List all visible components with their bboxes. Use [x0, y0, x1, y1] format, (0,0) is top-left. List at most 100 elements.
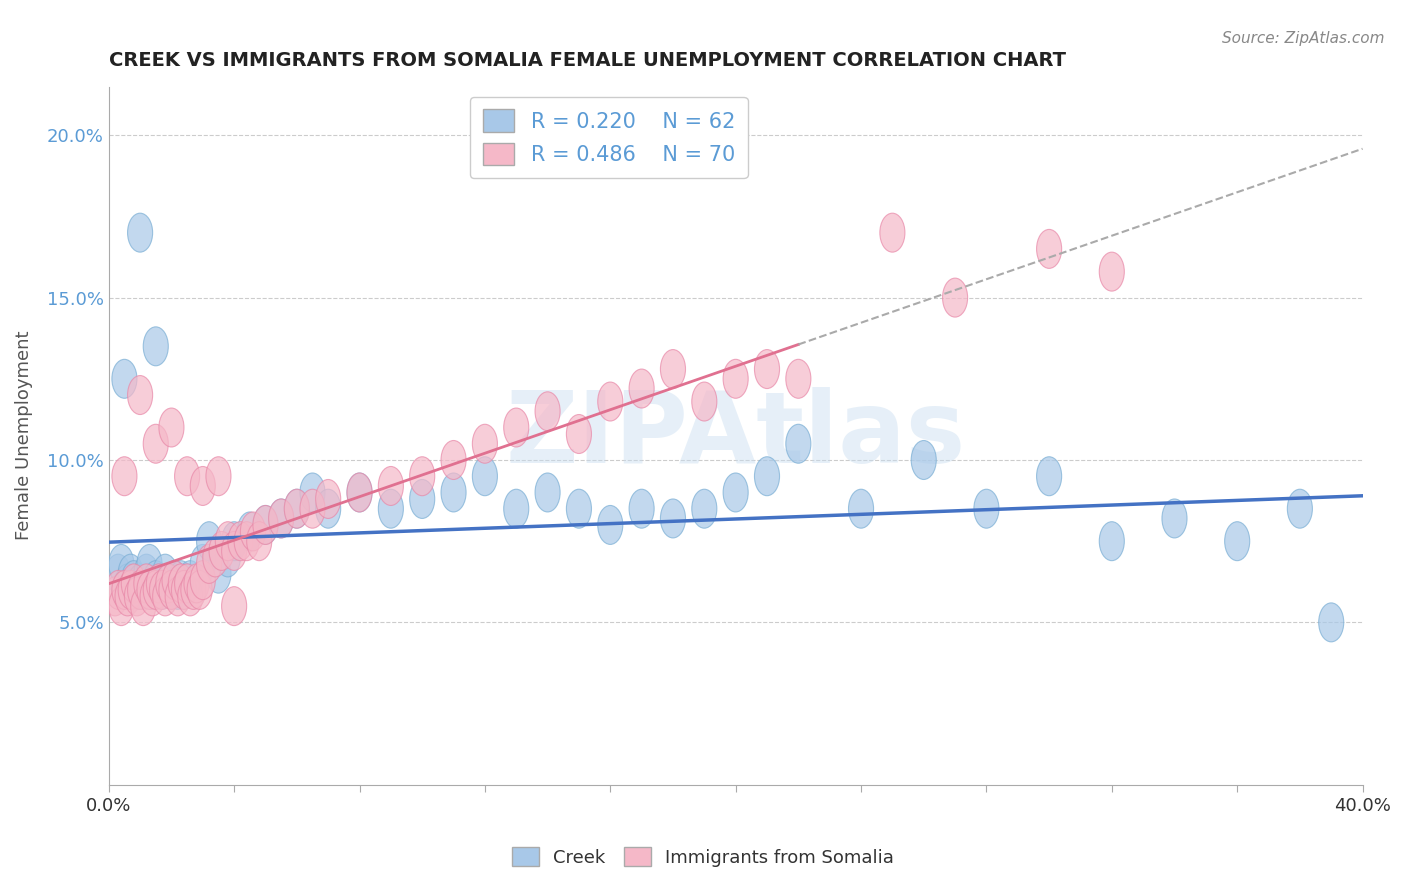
Ellipse shape: [253, 506, 278, 544]
Ellipse shape: [108, 544, 134, 583]
Ellipse shape: [942, 278, 967, 317]
Ellipse shape: [222, 522, 246, 561]
Ellipse shape: [472, 457, 498, 496]
Ellipse shape: [172, 570, 197, 609]
Ellipse shape: [598, 382, 623, 421]
Ellipse shape: [156, 564, 181, 603]
Ellipse shape: [786, 359, 811, 399]
Ellipse shape: [723, 473, 748, 512]
Ellipse shape: [269, 499, 294, 538]
Ellipse shape: [156, 564, 181, 603]
Ellipse shape: [143, 326, 169, 366]
Ellipse shape: [165, 577, 190, 615]
Ellipse shape: [165, 570, 190, 609]
Ellipse shape: [209, 532, 235, 570]
Ellipse shape: [284, 489, 309, 528]
Ellipse shape: [115, 577, 141, 615]
Ellipse shape: [112, 359, 136, 399]
Ellipse shape: [299, 489, 325, 528]
Ellipse shape: [661, 499, 686, 538]
Ellipse shape: [347, 473, 373, 512]
Ellipse shape: [536, 473, 560, 512]
Ellipse shape: [115, 564, 141, 603]
Ellipse shape: [190, 467, 215, 506]
Ellipse shape: [128, 213, 153, 252]
Ellipse shape: [105, 554, 131, 593]
Ellipse shape: [628, 369, 654, 408]
Ellipse shape: [205, 457, 231, 496]
Ellipse shape: [112, 570, 136, 609]
Ellipse shape: [134, 554, 159, 593]
Ellipse shape: [661, 350, 686, 389]
Ellipse shape: [162, 561, 187, 599]
Ellipse shape: [128, 564, 153, 603]
Ellipse shape: [124, 570, 149, 609]
Ellipse shape: [1288, 489, 1312, 528]
Ellipse shape: [472, 425, 498, 463]
Ellipse shape: [112, 570, 136, 609]
Ellipse shape: [1225, 522, 1250, 561]
Ellipse shape: [143, 561, 169, 599]
Ellipse shape: [215, 522, 240, 561]
Ellipse shape: [146, 564, 172, 603]
Ellipse shape: [181, 570, 205, 609]
Ellipse shape: [112, 457, 136, 496]
Ellipse shape: [187, 570, 212, 609]
Ellipse shape: [315, 480, 340, 518]
Ellipse shape: [911, 441, 936, 480]
Ellipse shape: [149, 570, 174, 609]
Ellipse shape: [598, 506, 623, 544]
Ellipse shape: [299, 473, 325, 512]
Ellipse shape: [174, 564, 200, 603]
Ellipse shape: [692, 489, 717, 528]
Ellipse shape: [315, 489, 340, 528]
Ellipse shape: [409, 457, 434, 496]
Ellipse shape: [378, 489, 404, 528]
Ellipse shape: [1099, 252, 1125, 291]
Text: ZIPAtlas: ZIPAtlas: [506, 387, 966, 484]
Ellipse shape: [1161, 499, 1187, 538]
Ellipse shape: [284, 489, 309, 528]
Legend: Creek, Immigrants from Somalia: Creek, Immigrants from Somalia: [505, 840, 901, 874]
Ellipse shape: [141, 577, 165, 615]
Ellipse shape: [253, 506, 278, 544]
Ellipse shape: [172, 570, 197, 609]
Ellipse shape: [441, 473, 465, 512]
Ellipse shape: [108, 587, 134, 625]
Ellipse shape: [143, 570, 169, 609]
Ellipse shape: [121, 561, 146, 599]
Ellipse shape: [190, 561, 215, 599]
Text: Source: ZipAtlas.com: Source: ZipAtlas.com: [1222, 31, 1385, 46]
Ellipse shape: [159, 408, 184, 447]
Ellipse shape: [409, 480, 434, 518]
Ellipse shape: [153, 554, 177, 593]
Ellipse shape: [121, 564, 146, 603]
Ellipse shape: [215, 538, 240, 577]
Ellipse shape: [347, 473, 373, 512]
Ellipse shape: [105, 570, 131, 609]
Ellipse shape: [146, 564, 172, 603]
Ellipse shape: [205, 554, 231, 593]
Ellipse shape: [246, 522, 271, 561]
Ellipse shape: [1099, 522, 1125, 561]
Ellipse shape: [197, 522, 222, 561]
Ellipse shape: [159, 570, 184, 609]
Ellipse shape: [131, 570, 156, 609]
Ellipse shape: [755, 457, 779, 496]
Ellipse shape: [222, 532, 246, 570]
Ellipse shape: [141, 570, 165, 609]
Ellipse shape: [153, 577, 177, 615]
Ellipse shape: [378, 467, 404, 506]
Ellipse shape: [880, 213, 905, 252]
Ellipse shape: [136, 570, 162, 609]
Ellipse shape: [143, 425, 169, 463]
Ellipse shape: [118, 570, 143, 609]
Ellipse shape: [567, 415, 592, 453]
Ellipse shape: [503, 489, 529, 528]
Ellipse shape: [1036, 229, 1062, 268]
Legend: R = 0.220    N = 62, R = 0.486    N = 70: R = 0.220 N = 62, R = 0.486 N = 70: [470, 97, 748, 178]
Ellipse shape: [174, 564, 200, 603]
Ellipse shape: [169, 564, 194, 603]
Ellipse shape: [169, 561, 194, 599]
Ellipse shape: [136, 544, 162, 583]
